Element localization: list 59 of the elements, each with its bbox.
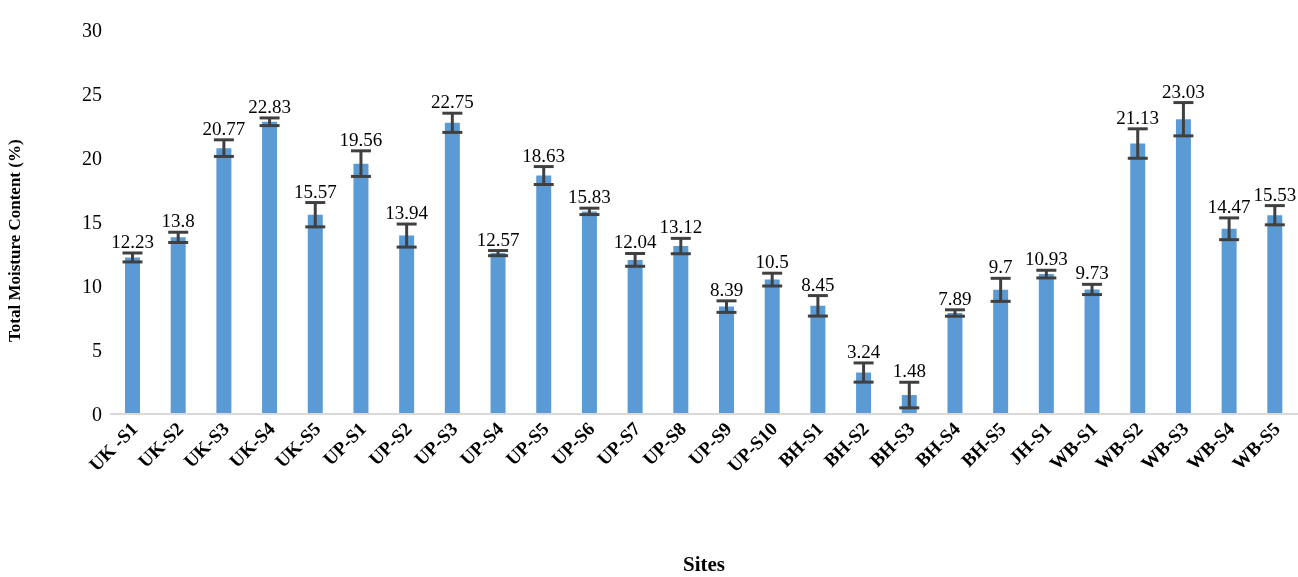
y-axis-title: Total Moisture Content (%) xyxy=(5,139,25,342)
y-tick-label: 25 xyxy=(82,83,102,106)
bar xyxy=(719,306,734,414)
bar xyxy=(170,237,186,414)
data-label: 8.45 xyxy=(801,273,835,295)
data-label: 7.89 xyxy=(938,287,972,309)
bar xyxy=(764,279,780,414)
y-tick-label: 5 xyxy=(92,339,102,362)
data-label: 21.13 xyxy=(1116,106,1160,128)
bar xyxy=(1267,215,1283,414)
bar xyxy=(307,214,323,414)
data-label: 22.83 xyxy=(248,95,291,117)
data-label: 23.03 xyxy=(1162,80,1205,102)
data-label: 13.8 xyxy=(161,210,195,232)
bar xyxy=(536,175,552,414)
data-label: 10.93 xyxy=(1024,248,1068,270)
data-label: 13.12 xyxy=(659,216,703,238)
x-axis-title: Sites xyxy=(683,552,725,576)
bar xyxy=(262,121,278,414)
data-label: 12.57 xyxy=(476,228,520,250)
bar xyxy=(673,246,689,414)
y-tick-label: 15 xyxy=(82,211,102,234)
data-label: 18.63 xyxy=(522,144,566,166)
bar xyxy=(216,148,232,414)
bar xyxy=(490,253,506,414)
bar xyxy=(1084,289,1100,414)
bar xyxy=(947,313,963,414)
bar xyxy=(399,235,415,414)
bar xyxy=(993,289,1009,414)
data-label: 10.5 xyxy=(755,251,789,273)
bar xyxy=(581,211,597,414)
data-label: 22.75 xyxy=(430,91,474,113)
y-tick-label: 30 xyxy=(82,19,102,42)
data-label: 1.48 xyxy=(892,360,926,382)
bar xyxy=(1130,143,1146,414)
y-tick-label: 20 xyxy=(82,147,102,170)
data-label: 15.83 xyxy=(568,186,611,208)
bar xyxy=(1221,228,1237,414)
y-tick-label: 0 xyxy=(92,403,102,426)
data-label: 14.47 xyxy=(1207,195,1251,217)
data-label: 19.56 xyxy=(339,128,383,150)
data-label: 12.04 xyxy=(613,231,657,253)
data-label: 3.24 xyxy=(846,340,881,362)
data-label: 15.57 xyxy=(293,180,337,202)
bar xyxy=(1038,274,1054,414)
data-label: 20.77 xyxy=(202,117,246,139)
data-label: 13.94 xyxy=(385,202,429,224)
bar xyxy=(810,305,826,414)
bar xyxy=(353,163,369,414)
data-label: 8.39 xyxy=(709,278,744,300)
bar xyxy=(1175,119,1191,414)
bar xyxy=(627,259,643,414)
y-tick-label: 10 xyxy=(82,275,102,298)
data-label: 9.73 xyxy=(1075,262,1109,284)
data-label: 9.7 xyxy=(988,256,1013,278)
data-label: 12.23 xyxy=(111,230,154,252)
bar xyxy=(125,257,140,414)
bar xyxy=(444,122,460,414)
data-label: 15.53 xyxy=(1253,183,1297,205)
